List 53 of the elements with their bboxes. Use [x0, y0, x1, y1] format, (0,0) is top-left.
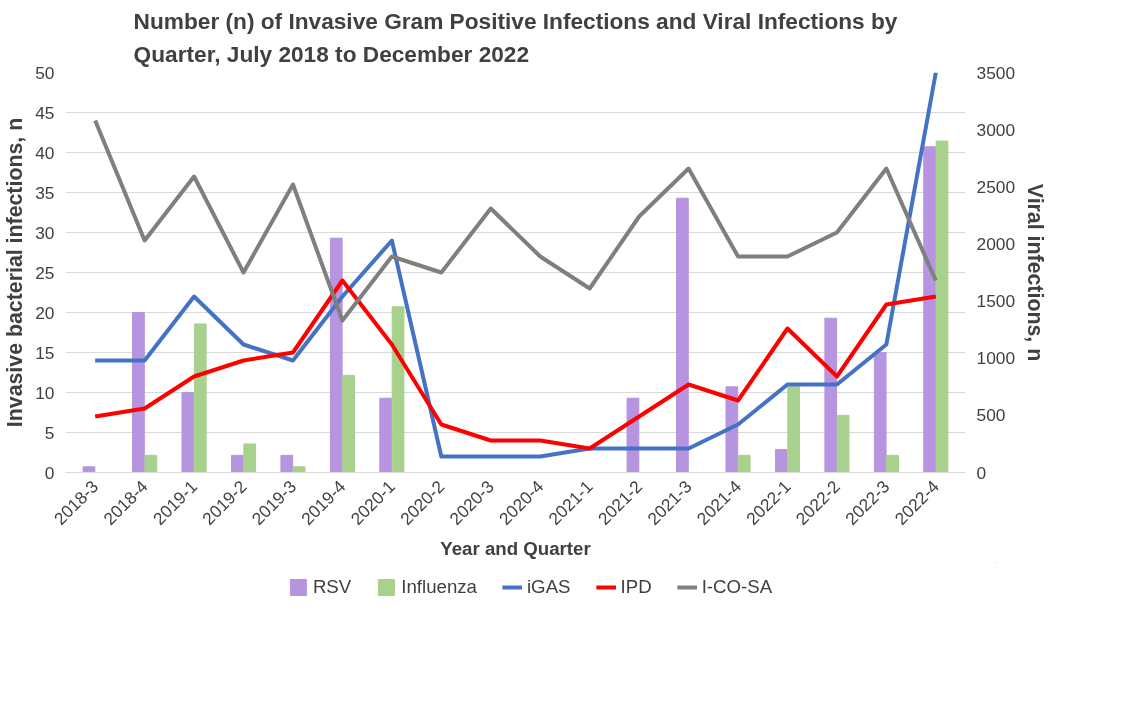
bar	[280, 454, 294, 473]
y-tick-label: 45	[35, 102, 55, 123]
bar	[886, 454, 899, 473]
y-tick-label: 40	[35, 142, 55, 163]
bar	[391, 306, 405, 473]
bar	[676, 197, 689, 473]
bar	[787, 386, 801, 473]
y-tick-label: 35	[35, 182, 55, 203]
line-series	[93, 72, 938, 459]
y-axis-title: Invasive bacterial infections, n	[3, 117, 28, 428]
y2-axis-title: Viral infections, n	[1023, 183, 1048, 362]
y-tick-label: 10	[35, 382, 55, 403]
y-tick-label: 5	[44, 422, 55, 443]
y2-tick-label: 2000	[976, 233, 1016, 254]
y2-tick-label: 0	[976, 462, 987, 483]
y-tick-label: 0	[44, 462, 55, 483]
y-tick-label: 30	[35, 222, 55, 243]
bar	[737, 454, 751, 473]
bar	[824, 317, 838, 473]
y2-tick-label: 1000	[976, 348, 1016, 369]
y-tick-label: 15	[35, 342, 55, 363]
bar	[873, 352, 887, 473]
bar	[82, 466, 96, 473]
bar	[193, 323, 207, 473]
legend-label: Influenza	[401, 576, 477, 598]
bar	[379, 397, 393, 473]
y-tick-label: 25	[35, 262, 55, 283]
legend-label: iGAS	[526, 576, 571, 598]
legend-label: IPD	[620, 576, 652, 598]
bar	[243, 443, 257, 473]
bar	[181, 392, 195, 473]
bar	[230, 454, 244, 473]
bar	[935, 140, 949, 473]
bar	[836, 414, 850, 473]
y-tick-label: 50	[35, 62, 55, 83]
bar	[774, 449, 788, 473]
bar	[144, 454, 158, 473]
bar	[292, 466, 306, 473]
y2-tick-label: 3500	[976, 62, 1016, 83]
x-axis-title: Year and Quarter	[440, 538, 591, 560]
bar	[342, 374, 355, 473]
y2-tick-label: 500	[976, 405, 1006, 426]
bar	[923, 146, 937, 473]
chart-title: Number (n) of Invasive Gram Positive Infections and Viral Infections by Quarter, July 2018 to December 2022	[133, 7, 898, 68]
y2-tick-label: 2500	[976, 176, 1016, 197]
y-tick-label: 20	[35, 302, 55, 323]
line-series	[93, 118, 938, 323]
bar	[132, 312, 145, 473]
y2-tick-label: 1500	[976, 291, 1016, 312]
y2-tick-label: 3000	[976, 119, 1016, 140]
legend-label: RSV	[312, 576, 352, 598]
legend-label: I-CO-SA	[701, 576, 773, 598]
line-series	[93, 278, 938, 451]
